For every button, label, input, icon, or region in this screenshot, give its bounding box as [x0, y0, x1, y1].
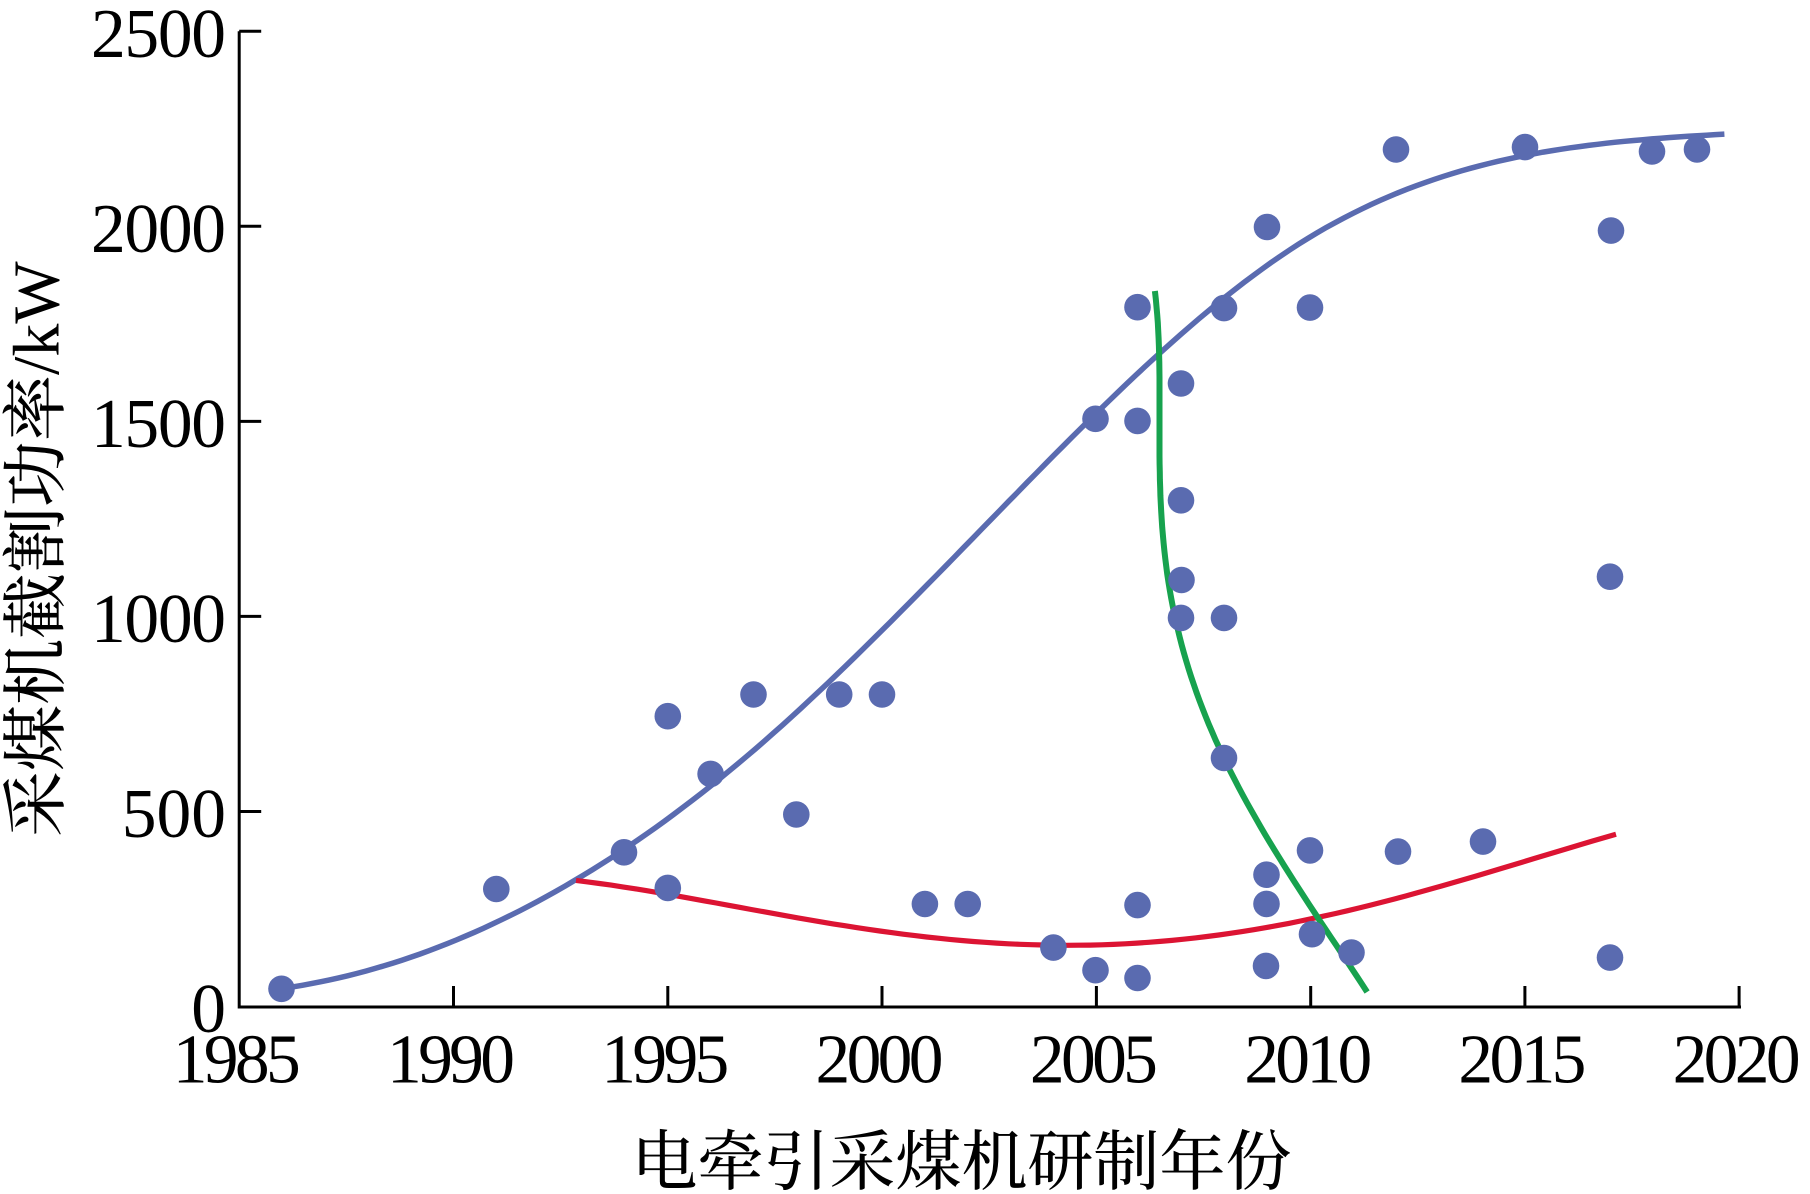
svg-text:2020: 2020	[1673, 1022, 1801, 1099]
svg-text:1995: 1995	[601, 1022, 729, 1099]
svg-text:0: 0	[191, 971, 226, 1048]
svg-text:1990: 1990	[387, 1022, 515, 1099]
svg-text:1985: 1985	[173, 1022, 301, 1099]
svg-text:2000: 2000	[91, 191, 226, 268]
svg-text:2500: 2500	[91, 0, 226, 73]
svg-text:1000: 1000	[91, 581, 226, 658]
svg-text:2015: 2015	[1458, 1022, 1586, 1099]
svg-text:500: 500	[122, 776, 226, 853]
svg-text:2010: 2010	[1244, 1022, 1372, 1099]
svg-text:1500: 1500	[91, 386, 226, 463]
svg-text:/kW: /kW	[1, 261, 74, 375]
svg-text:2005: 2005	[1030, 1022, 1158, 1099]
svg-text:2000: 2000	[816, 1022, 944, 1099]
